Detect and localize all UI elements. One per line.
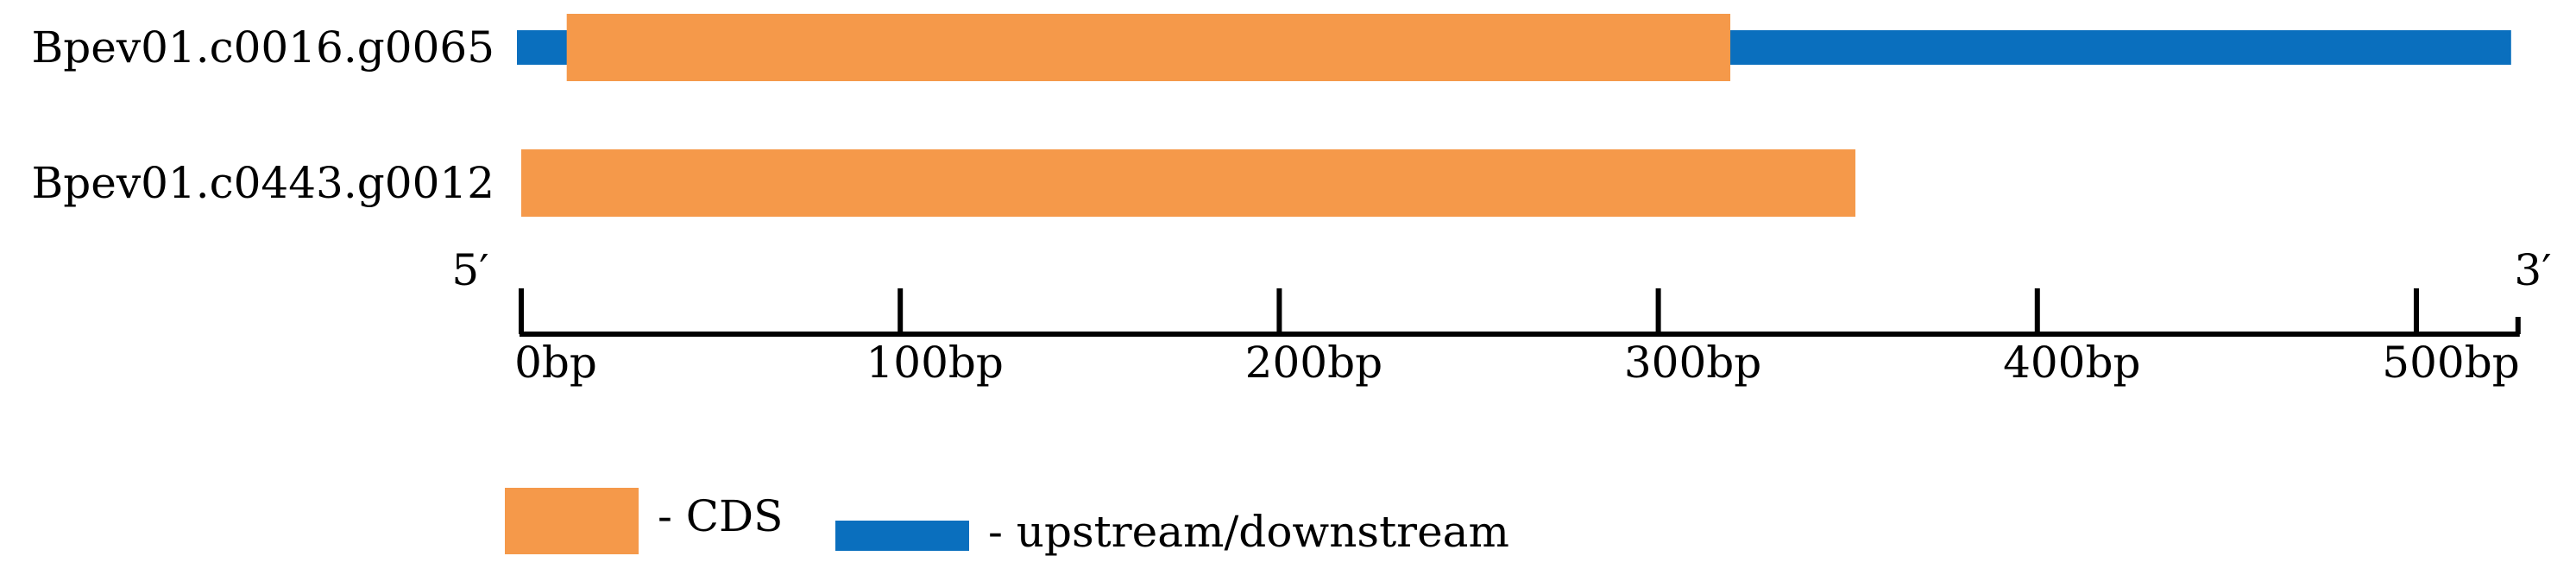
gene-track: Bpev01.c0443.g0012 xyxy=(32,149,1855,217)
gene-name-label: Bpev01.c0016.g0065 xyxy=(32,22,495,73)
legend: - CDS - upstream/downstream xyxy=(505,488,1509,557)
axis-tick-label: 0bp xyxy=(514,338,597,388)
cds-region-bar xyxy=(566,14,1731,81)
axis-ticks: 0bp 100bp 200bp 300bp 400bp 500bp xyxy=(514,288,2521,388)
cds-region-bar xyxy=(521,149,1855,217)
legend-cds-label: - CDS xyxy=(658,491,783,541)
five-prime-label: 5′ xyxy=(451,245,488,295)
axis-tick-label: 100bp xyxy=(866,338,1003,388)
gene-name-label: Bpev01.c0443.g0012 xyxy=(32,158,495,208)
three-prime-label: 3′ xyxy=(2514,245,2551,295)
gene-tracks: Bpev01.c0016.g0065 Bpev01.c0443.g0012 xyxy=(32,14,2511,217)
legend-flank-label: - upstream/downstream xyxy=(988,507,1509,557)
axis-tick-label: 300bp xyxy=(1624,338,1761,388)
legend-flank-swatch xyxy=(835,521,969,551)
axis-tick-label: 500bp xyxy=(2382,338,2519,388)
axis-tick-label: 200bp xyxy=(1245,338,1382,388)
bp-scale-axis: 0bp 100bp 200bp 300bp 400bp 500bp xyxy=(514,288,2521,388)
gene-track: Bpev01.c0016.g0065 xyxy=(32,14,2511,81)
axis-tick-label: 400bp xyxy=(2003,338,2140,388)
legend-cds-swatch xyxy=(505,488,639,554)
